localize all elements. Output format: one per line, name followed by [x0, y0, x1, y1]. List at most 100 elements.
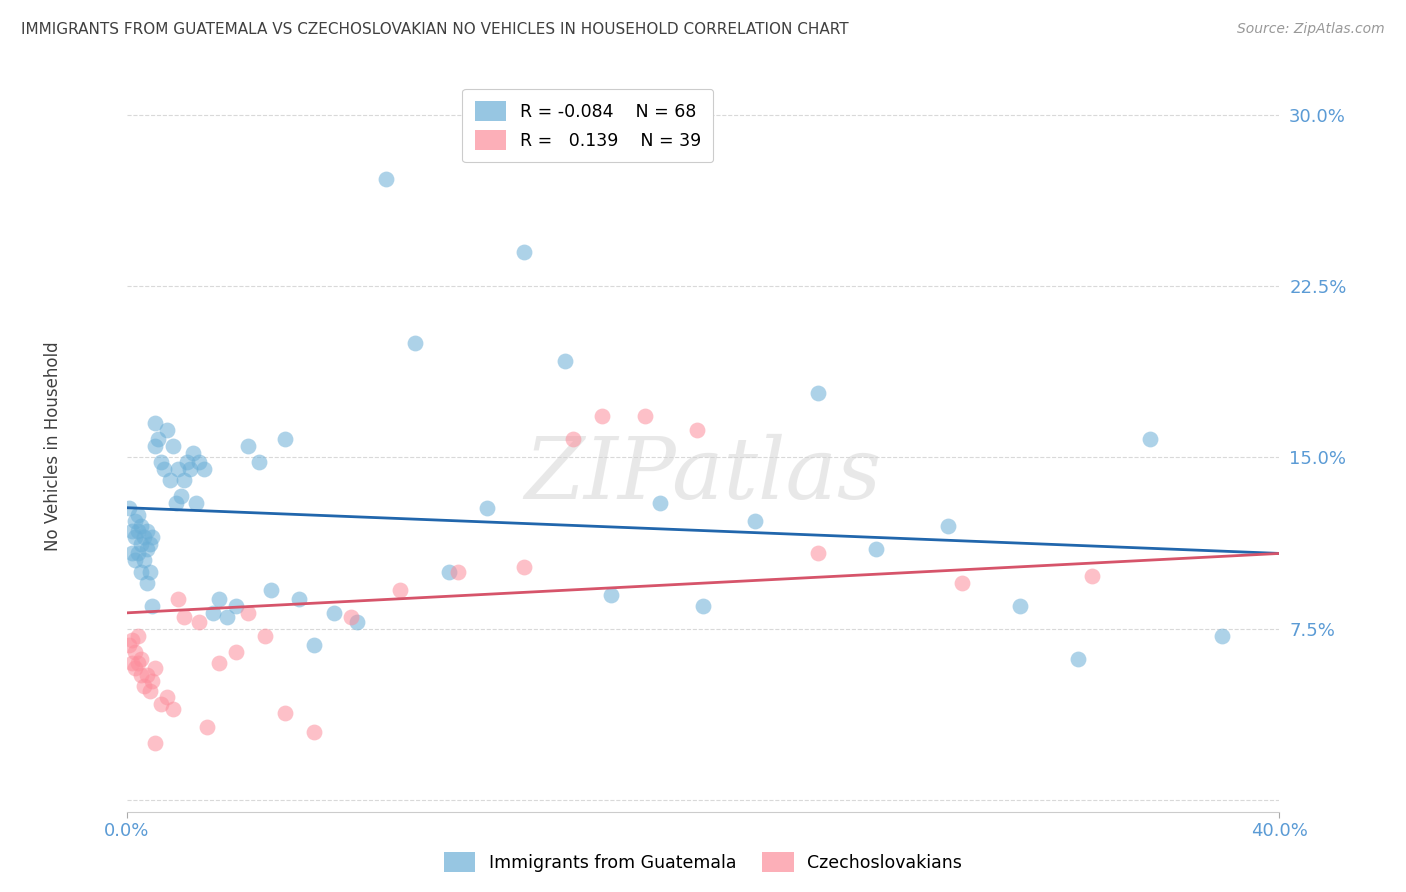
Point: [127, 546, 149, 560]
Point: [253, 629, 276, 643]
Point: [562, 432, 585, 446]
Point: [127, 656, 149, 670]
Point: [236, 439, 259, 453]
Point: [141, 674, 163, 689]
Point: [173, 473, 195, 487]
Legend: R = -0.084    N = 68, R =   0.139    N = 39: R = -0.084 N = 68, R = 0.139 N = 39: [463, 89, 713, 162]
Point: [599, 588, 621, 602]
Point: [145, 439, 166, 453]
Point: [173, 610, 195, 624]
Legend: Immigrants from Guatemala, Czechoslovakians: Immigrants from Guatemala, Czechoslovaki…: [437, 845, 969, 879]
Point: [132, 553, 155, 567]
Point: [686, 423, 709, 437]
Point: [225, 645, 247, 659]
Point: [129, 565, 152, 579]
Point: [118, 638, 141, 652]
Point: [340, 610, 363, 624]
Point: [138, 537, 160, 551]
Point: [1139, 432, 1161, 446]
Point: [121, 656, 143, 670]
Point: [259, 582, 281, 597]
Point: [165, 496, 187, 510]
Text: IMMIGRANTS FROM GUATEMALA VS CZECHOSLOVAKIAN NO VEHICLES IN HOUSEHOLD CORRELATIO: IMMIGRANTS FROM GUATEMALA VS CZECHOSLOVA…: [21, 22, 849, 37]
Point: [145, 736, 166, 750]
Point: [475, 500, 498, 515]
Point: [302, 724, 325, 739]
Point: [124, 661, 146, 675]
Point: [167, 462, 190, 476]
Point: [176, 455, 198, 469]
Point: [807, 386, 830, 401]
Point: [181, 446, 204, 460]
Point: [135, 541, 157, 556]
Point: [141, 530, 163, 544]
Point: [323, 606, 346, 620]
Point: [1067, 651, 1090, 665]
Point: [1010, 599, 1032, 613]
Point: [145, 416, 166, 430]
Point: [389, 582, 412, 597]
Point: [121, 633, 143, 648]
Point: [648, 496, 671, 510]
Point: [129, 537, 152, 551]
Point: [692, 599, 714, 613]
Point: [744, 515, 766, 529]
Point: [159, 473, 181, 487]
Point: [132, 679, 155, 693]
Point: [179, 462, 201, 476]
Point: [247, 455, 270, 469]
Point: [950, 576, 973, 591]
Point: [591, 409, 613, 424]
Point: [127, 629, 149, 643]
Point: [274, 706, 297, 721]
Point: [148, 432, 170, 446]
Point: [225, 599, 247, 613]
Text: ZIPatlas: ZIPatlas: [524, 434, 882, 516]
Point: [187, 455, 209, 469]
Point: [236, 606, 259, 620]
Point: [187, 615, 209, 629]
Point: [150, 698, 173, 712]
Point: [208, 656, 231, 670]
Point: [127, 508, 149, 522]
Point: [153, 462, 176, 476]
Point: [1211, 629, 1233, 643]
Point: [162, 439, 184, 453]
Point: [554, 354, 576, 368]
Point: [141, 599, 163, 613]
Point: [447, 565, 470, 579]
Point: [124, 553, 146, 567]
Point: [936, 519, 959, 533]
Point: [513, 560, 536, 574]
Point: [217, 610, 239, 624]
Point: [865, 541, 887, 556]
Point: [124, 530, 146, 544]
Point: [150, 455, 173, 469]
Text: Source: ZipAtlas.com: Source: ZipAtlas.com: [1237, 22, 1385, 37]
Point: [170, 489, 193, 503]
Point: [208, 592, 231, 607]
Point: [135, 524, 157, 538]
Point: [129, 651, 152, 665]
Point: [138, 565, 160, 579]
Point: [129, 667, 152, 681]
Point: [288, 592, 311, 607]
Point: [404, 336, 426, 351]
Point: [135, 667, 157, 681]
Point: [195, 720, 218, 734]
Point: [127, 524, 149, 538]
Point: [167, 592, 190, 607]
Point: [184, 496, 207, 510]
Point: [145, 661, 166, 675]
Point: [374, 171, 398, 186]
Point: [202, 606, 225, 620]
Point: [634, 409, 657, 424]
Point: [138, 683, 160, 698]
Point: [156, 690, 179, 705]
Point: [156, 423, 179, 437]
Point: [121, 524, 143, 538]
Point: [121, 546, 143, 560]
Point: [135, 576, 157, 591]
Point: [132, 530, 155, 544]
Point: [1081, 569, 1104, 583]
